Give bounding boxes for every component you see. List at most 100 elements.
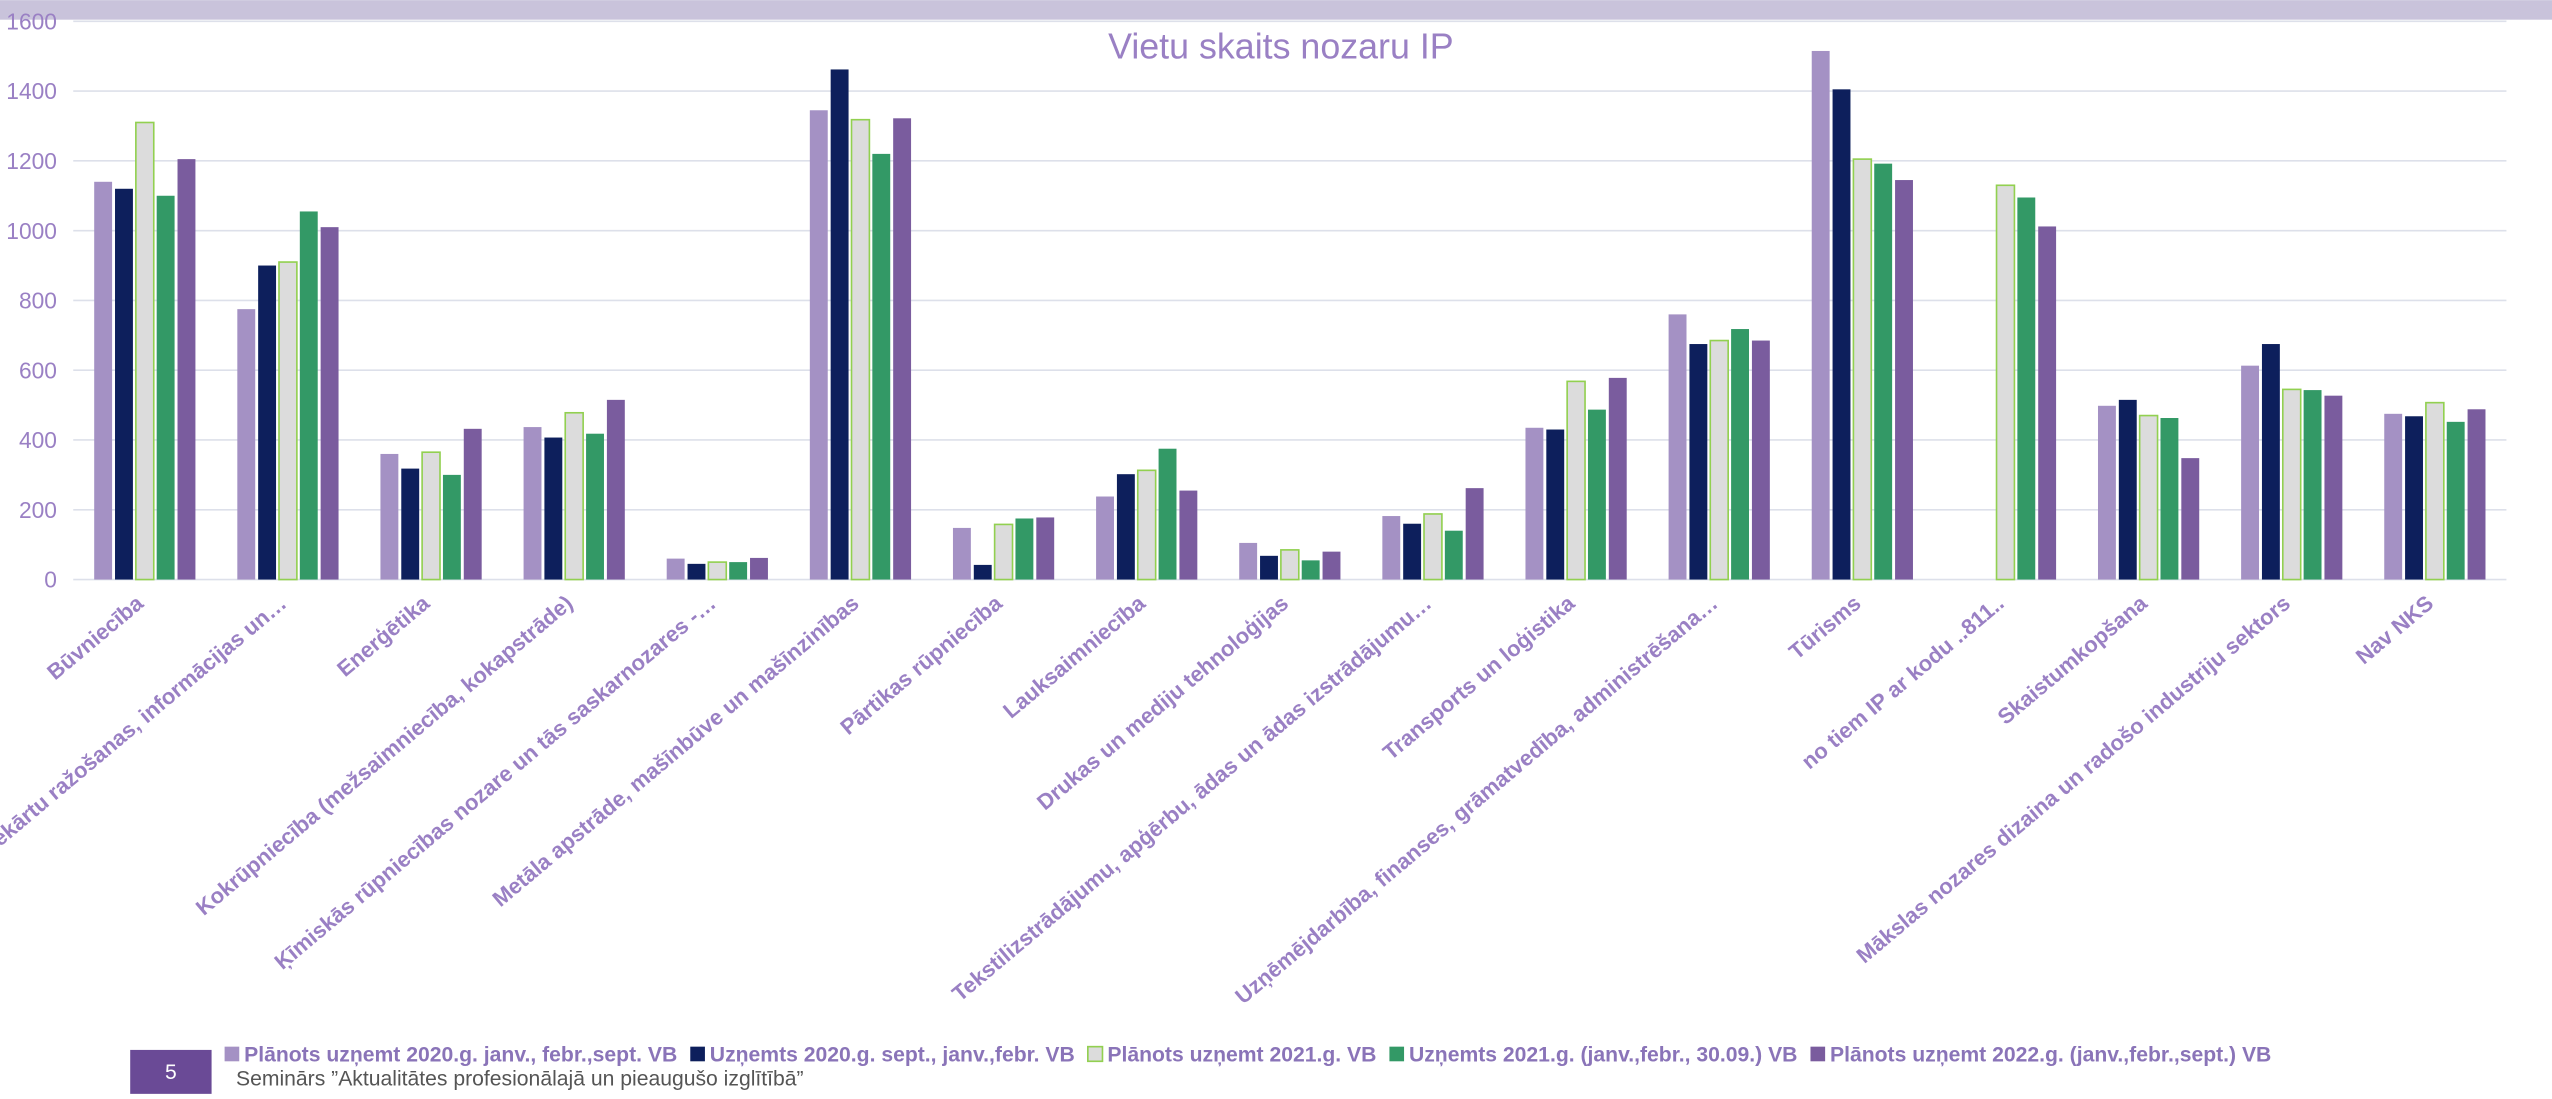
bar: [2405, 416, 2423, 580]
bar: [1852, 158, 1873, 581]
bar: [1689, 344, 1708, 580]
bar: [707, 561, 728, 581]
y-tick-label: 0: [44, 567, 57, 593]
bar: [2425, 401, 2445, 581]
bar: [666, 558, 685, 580]
y-tick-label: 200: [19, 497, 57, 523]
bar: [1239, 542, 1258, 580]
bar: [380, 453, 399, 580]
x-tick-label: Drukas un mediju tehnoloģijas: [1032, 590, 1293, 815]
bar: [564, 411, 584, 581]
bar: [1465, 488, 1484, 580]
footer-text: Seminārs ”Aktualitātes profesionālajā un…: [236, 1068, 804, 1091]
bar: [973, 564, 992, 580]
legend-label: Plānots uzņemt 2022.g. (janv.,febr.,sept…: [1830, 1043, 2271, 1066]
bar: [156, 195, 175, 580]
bar: [177, 159, 196, 580]
bar: [135, 121, 155, 581]
bar: [2384, 413, 2403, 580]
bar: [729, 562, 748, 580]
bar: [2324, 395, 2343, 580]
bar: [2467, 409, 2486, 580]
bar: [1136, 469, 1157, 581]
bar: [1280, 549, 1300, 581]
legend-label: Plānots uzņemt 2020.g. janv., febr.,sept…: [244, 1043, 677, 1066]
bar: [421, 451, 441, 581]
bar: [1668, 314, 1687, 580]
bar: [320, 227, 339, 580]
y-tick-label: 1600: [6, 8, 57, 34]
bar: [809, 110, 828, 580]
bar: [1811, 50, 1830, 580]
bar: [2181, 458, 2200, 580]
bar: [586, 433, 604, 580]
legend-swatch: [690, 1046, 705, 1062]
legend-swatch: [1389, 1046, 1405, 1062]
bar: [2446, 421, 2465, 580]
bar: [1116, 474, 1135, 580]
bar: [258, 265, 277, 580]
bar: [1382, 516, 1401, 580]
bar: [401, 468, 420, 580]
bar: [830, 69, 849, 580]
bar: [1403, 523, 1422, 580]
chart-title: Vietu skaits nozaru IP: [1108, 26, 1454, 66]
bar: [872, 153, 891, 580]
bar: [94, 181, 113, 580]
bar: [1423, 513, 1443, 581]
bar: [2303, 390, 2322, 580]
bar: [463, 428, 482, 580]
top-band: [0, 0, 2552, 20]
bar: [299, 211, 318, 580]
bar: [1179, 490, 1198, 580]
bar: [2118, 399, 2137, 580]
x-tick-label: Nav NKS: [2351, 590, 2438, 669]
y-tick-label: 1000: [6, 218, 57, 244]
bar: [1322, 551, 1341, 580]
bar: [750, 557, 768, 580]
bar: [1525, 427, 1544, 580]
bar: [115, 188, 133, 580]
bar: [606, 399, 625, 580]
bar: [1895, 180, 1913, 580]
page-number-box: [130, 1049, 212, 1094]
bar: [1832, 89, 1851, 580]
bar: [1015, 518, 1034, 580]
y-tick-label: 1400: [6, 78, 57, 104]
bar: [2160, 418, 2179, 580]
legend-swatch: [1810, 1046, 1826, 1062]
bar: [237, 309, 256, 580]
x-tick-label: Enerģētika: [332, 590, 435, 682]
bar: [2241, 365, 2260, 580]
bar: [1995, 184, 2016, 581]
x-tick-label: Skaistumkopšana: [1993, 590, 2153, 730]
x-tick-label: Tekstilizstrādājumu, apģērbu, ādas un ād…: [947, 590, 1436, 1006]
bar: [523, 427, 542, 580]
bar: [1709, 339, 1729, 581]
legend-swatch: [224, 1046, 240, 1062]
x-tick-label: Uzņēmējdarbība, finanses, grāmatvedība, …: [1230, 590, 1722, 1009]
x-tick-label: Lauksaimniecība: [998, 590, 1150, 723]
bar: [1566, 380, 1586, 581]
x-tick-label: Tūrisms: [1784, 590, 1866, 664]
y-tick-label: 400: [19, 427, 57, 453]
bar: [952, 527, 971, 580]
bar: [2261, 344, 2280, 580]
page-number: 5: [165, 1061, 177, 1084]
y-tick-label: 800: [19, 288, 57, 314]
bar: [2038, 226, 2057, 580]
bar: [1731, 329, 1750, 580]
bar: [2017, 197, 2036, 580]
bar: [1301, 560, 1320, 580]
bar: [1546, 429, 1565, 580]
bar: [1608, 377, 1627, 580]
y-tick-label: 1200: [6, 148, 57, 174]
bar: [687, 563, 706, 580]
bar: [893, 118, 912, 580]
bar: [2138, 414, 2159, 581]
bar: [1874, 163, 1893, 580]
bar: [1751, 340, 1770, 580]
bar: [1444, 530, 1463, 580]
bar: [1096, 496, 1114, 580]
